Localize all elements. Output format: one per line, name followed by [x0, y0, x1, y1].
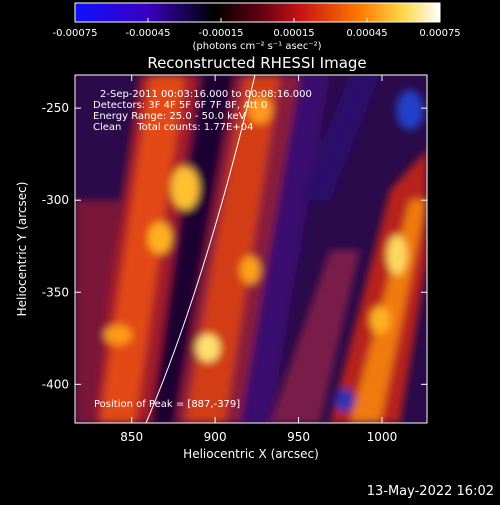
y-axis-title: Heliocentric Y (arcsec)	[15, 182, 29, 317]
colorbar-unit-label: (photons cm⁻² s⁻¹ asec⁻²)	[192, 41, 321, 52]
timestamp: 13-May-2022 16:02	[367, 484, 494, 499]
y-tick-label: -400	[42, 377, 69, 391]
colorbar-tick-labels: -0.00075 -0.00045 -0.00015 0.00015 0.00045 0.…	[53, 28, 461, 39]
colorbar-tick-label: 0.00045	[346, 28, 387, 39]
y-tick-label: -250	[42, 101, 69, 115]
y-tick-label: -350	[42, 285, 69, 299]
colorbar-tick-label: 0.00015	[273, 28, 314, 39]
x-tick-label: 850	[120, 430, 143, 444]
colorbar-tick-label: -0.00045	[126, 28, 171, 39]
info-detectors: Detectors: 3F 4F 5F 6F 7F 8F, Att 0	[93, 100, 267, 111]
colorbar-tick-label: 0.00075	[419, 28, 460, 39]
x-tick-label: 900	[204, 430, 227, 444]
x-tick-label: 1000	[367, 430, 398, 444]
info-time-range: 2-Sep-2011 00:03:16.000 to 00:08:16.000	[100, 89, 312, 100]
x-axis-title: Heliocentric X (arcsec)	[183, 447, 319, 461]
colorbar-tick-label: -0.00015	[199, 28, 244, 39]
x-tick-label: 950	[287, 430, 310, 444]
y-tick-label: -300	[42, 193, 69, 207]
solar-limb-line	[145, 74, 256, 424]
colorbar	[74, 2, 441, 23]
plot-title: Reconstructed RHESSI Image	[147, 54, 366, 72]
info-energy-range: Energy Range: 25.0 - 50.0 keV	[93, 111, 246, 122]
peak-position-label: Position of Peak = [887,-379]	[94, 399, 240, 410]
plot-frame	[74, 74, 428, 424]
rhessi-image	[75, 75, 427, 423]
y-axis-ticks: -250 -300 -350 -400	[42, 101, 427, 391]
colorbar-ticks	[74, 18, 441, 22]
colorbar-tick-label: -0.00075	[53, 28, 98, 39]
info-clean-counts: Clean Total counts: 1.77E+04	[93, 122, 253, 133]
x-axis-ticks: 850 900 950 1000	[120, 75, 397, 444]
